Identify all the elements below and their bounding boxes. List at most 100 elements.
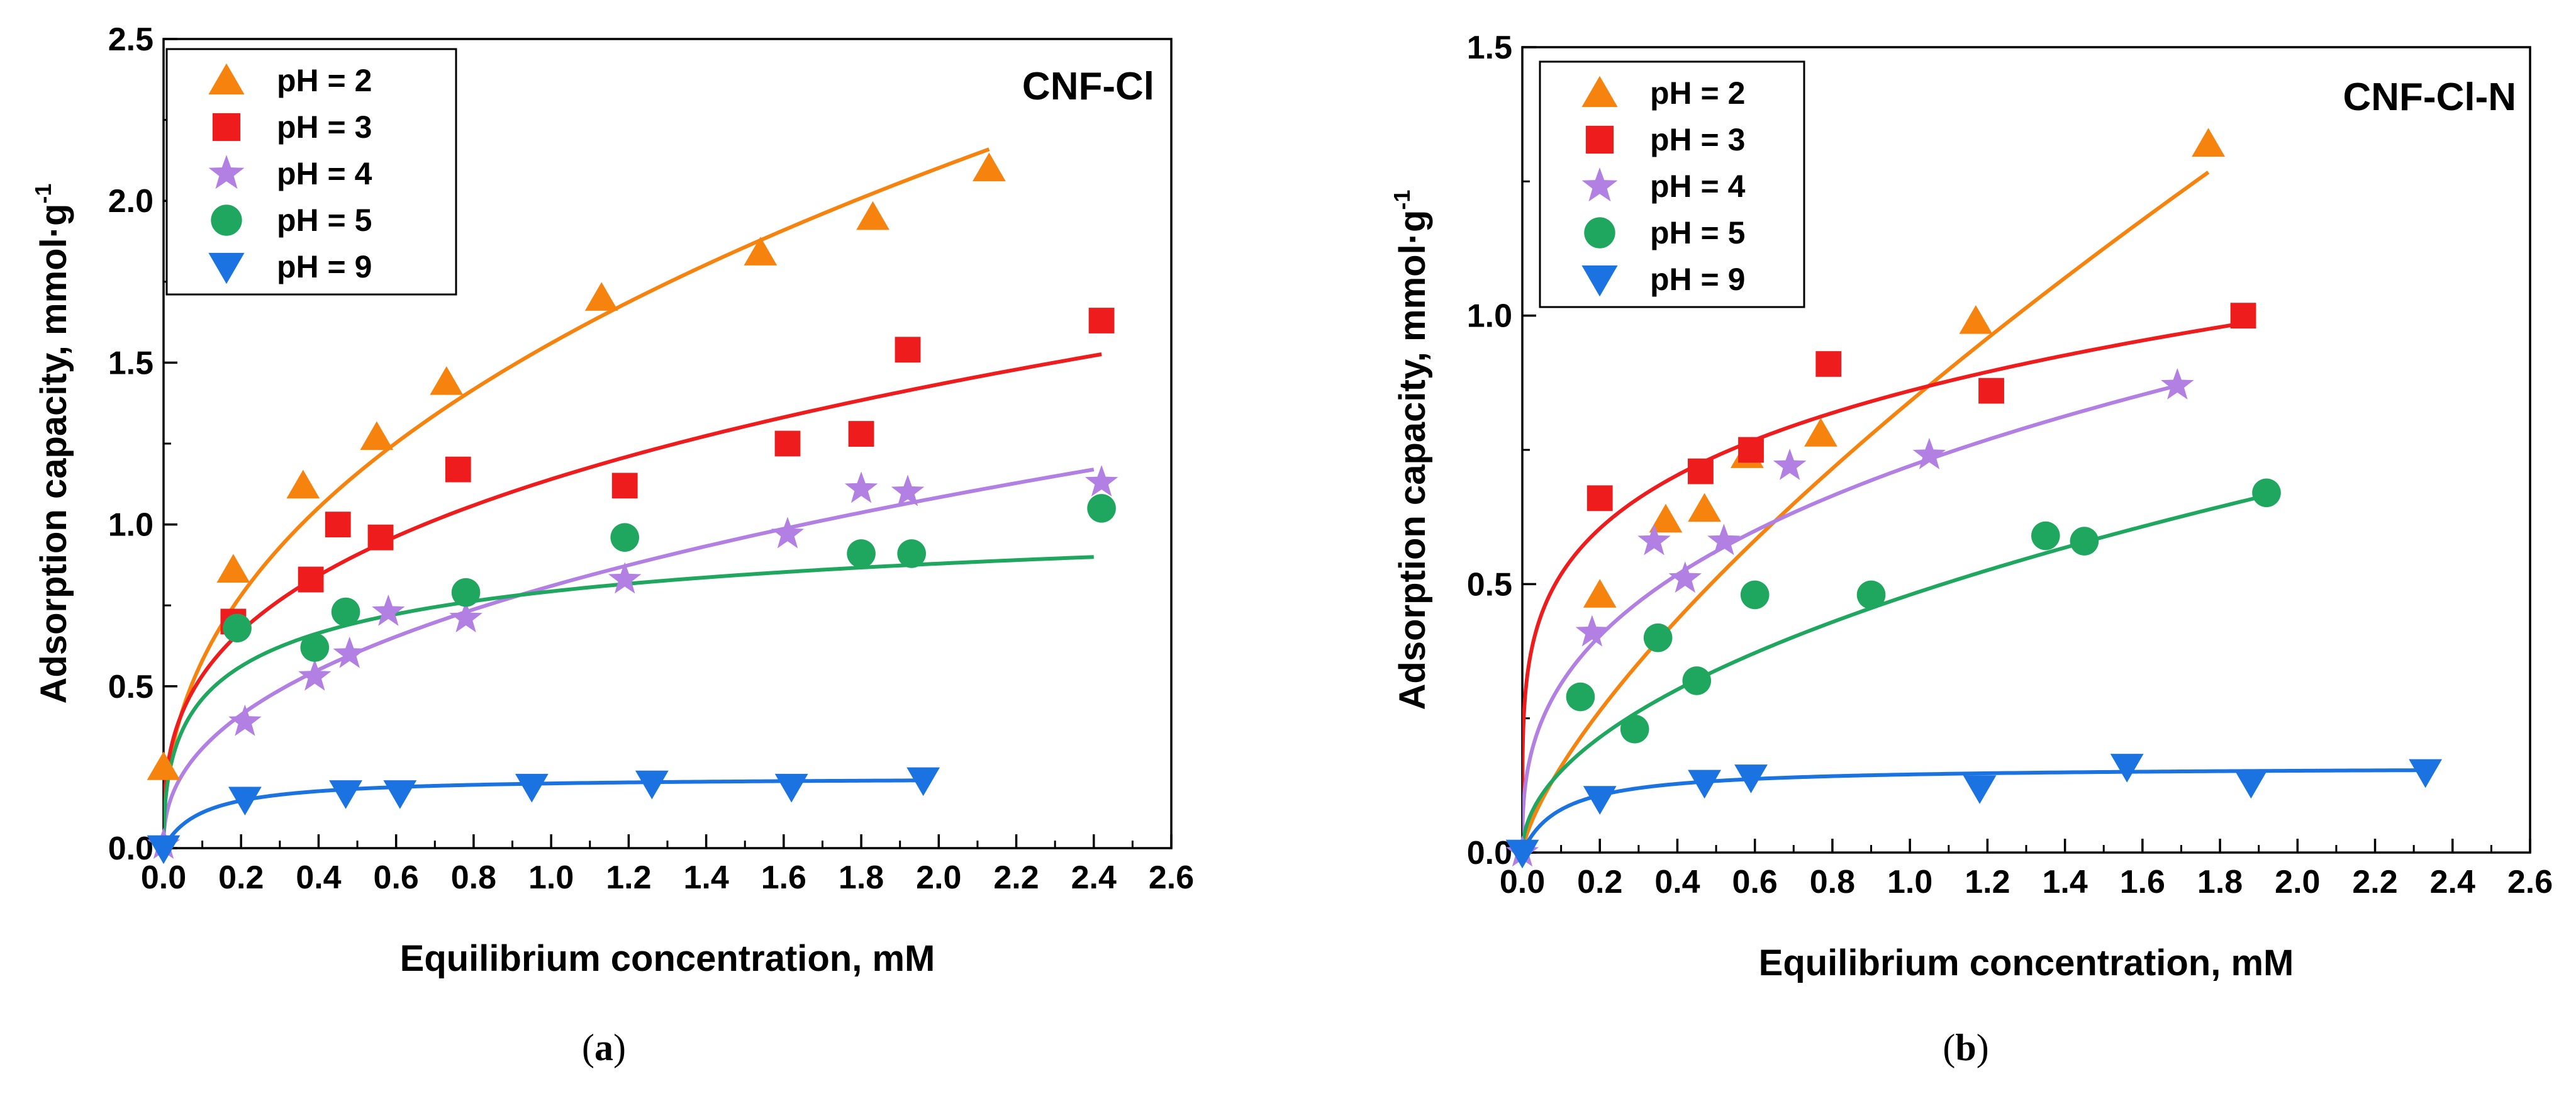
data-point xyxy=(897,539,926,568)
legend-marker xyxy=(208,252,245,284)
x-tick-label: 0.8 xyxy=(451,859,496,896)
legend-marker xyxy=(1584,217,1615,249)
y-axis: 0.0 0.5 1.0 1.5 2.0 2.5 xyxy=(108,21,177,867)
x-tick-label: 2.2 xyxy=(993,859,1039,896)
y-tick-label: 0.5 xyxy=(108,669,153,705)
legend-item: pH = 3 xyxy=(212,109,372,145)
x-tick-label: 1.6 xyxy=(761,859,806,896)
y-axis: 0.0 0.5 1.0 1.5 xyxy=(1467,30,1536,871)
x-tick-label: 1.4 xyxy=(683,859,728,896)
x-tick-label: 0.2 xyxy=(218,859,264,896)
y-axis-title-superscript: -1 xyxy=(30,184,56,204)
legend-item: pH = 4 xyxy=(1581,167,1746,204)
x-tick-label: 0.2 xyxy=(1577,864,1622,900)
legend-label: pH = 4 xyxy=(277,156,372,191)
data-point xyxy=(1912,437,1946,469)
data-point xyxy=(774,430,801,457)
x-tick-label: 1.2 xyxy=(1965,864,2010,900)
y-tick-label: 2.5 xyxy=(108,21,153,58)
data-point xyxy=(383,780,417,809)
legend-label: pH = 9 xyxy=(277,249,372,284)
x-tick-label: 1.2 xyxy=(606,859,651,896)
data-points xyxy=(1505,128,2443,869)
data-point xyxy=(1856,580,1886,610)
legend-label: pH = 2 xyxy=(1650,76,1745,111)
data-point xyxy=(325,512,351,537)
legend: pH = 2 pH = 3 pH = 4 pH = 5 pH = 9 xyxy=(1539,60,1805,308)
data-point xyxy=(1084,465,1118,497)
data-point xyxy=(1688,493,1721,522)
data-point xyxy=(2230,303,2256,329)
x-axis-title: Equilibrium concentration, mM xyxy=(400,938,935,979)
x-tick-label: 1.4 xyxy=(2042,864,2087,900)
data-point xyxy=(1637,523,1671,556)
legend-marker xyxy=(208,155,245,189)
data-point xyxy=(1688,769,1721,799)
data-point xyxy=(2234,769,2268,799)
data-point xyxy=(2110,754,2144,783)
series-ph-5 xyxy=(223,494,1116,662)
data-point xyxy=(774,773,808,803)
fit-curves xyxy=(1522,171,2426,853)
x-tick-label: 2.0 xyxy=(2275,864,2320,900)
data-point xyxy=(1738,437,1764,463)
legend-label: pH = 2 xyxy=(277,63,372,98)
data-point xyxy=(298,659,332,691)
data-point xyxy=(1566,682,1595,712)
x-axis: 0.0 0.2 0.4 0.6 0.8 1.0 1.2 1.4 1.6 1.8 2.0 2.2 2.4 2… xyxy=(141,834,1194,896)
y-tick-label: 1.5 xyxy=(1467,30,1512,66)
data-point xyxy=(635,770,669,800)
legend-item: pH = 3 xyxy=(1585,122,1745,157)
data-point xyxy=(300,633,330,662)
data-point xyxy=(2409,759,2443,788)
data-point xyxy=(451,578,481,607)
data-point xyxy=(228,704,262,736)
data-point xyxy=(1586,485,1613,512)
legend-item: pH = 9 xyxy=(208,249,372,284)
x-tick-label: 2.6 xyxy=(1149,859,1194,896)
x-tick-label: 1.6 xyxy=(2120,864,2165,900)
panel-caption: (b) xyxy=(1943,1027,1988,1068)
data-point xyxy=(1740,580,1770,610)
series-ph-2 xyxy=(1583,128,2225,608)
data-point xyxy=(1734,764,1768,793)
chart-annotation: CNF-Cl-N xyxy=(2343,76,2517,119)
data-point xyxy=(1088,308,1115,333)
fit-curve-5 xyxy=(164,555,1094,848)
x-tick-label: 0.4 xyxy=(296,859,341,896)
legend-marker xyxy=(208,63,245,95)
legend: pH = 2 pH = 3 pH = 4 pH = 5 pH = 9 xyxy=(165,48,457,296)
legend-item: pH = 2 xyxy=(208,63,372,98)
y-tick-label: 0.5 xyxy=(1467,566,1512,603)
x-tick-label: 0.6 xyxy=(374,859,419,896)
x-tick-label: 1.0 xyxy=(1887,864,1932,900)
data-point xyxy=(1649,503,1683,533)
fit-curve-5 xyxy=(1522,493,2267,853)
x-tick-label: 2.0 xyxy=(916,859,961,896)
data-point xyxy=(147,835,181,865)
data-point xyxy=(1773,449,1807,480)
legend-label: pH = 4 xyxy=(1650,169,1746,204)
data-point xyxy=(329,780,362,809)
x-tick-label: 1.0 xyxy=(528,859,574,896)
legend-marker xyxy=(212,113,241,142)
x-tick-label: 2.6 xyxy=(2507,864,2553,900)
data-point xyxy=(331,597,360,627)
y-tick-label: 1.0 xyxy=(108,507,153,544)
legend-marker xyxy=(1585,125,1614,154)
data-point xyxy=(1978,378,2004,404)
data-point xyxy=(1668,561,1702,593)
data-point xyxy=(333,636,367,668)
series-ph-4 xyxy=(147,465,1118,859)
fit-curve-4 xyxy=(1522,383,2178,853)
x-tick-label: 0.4 xyxy=(1654,864,1700,900)
data-point xyxy=(1959,305,1993,334)
data-point xyxy=(372,594,405,626)
x-tick-label: 0.6 xyxy=(1732,864,1778,900)
series-ph-9 xyxy=(1505,754,2443,869)
data-point xyxy=(611,473,638,499)
data-point xyxy=(610,523,640,552)
panel-caption: (a) xyxy=(582,1027,626,1068)
legend-label: pH = 3 xyxy=(1650,122,1745,157)
data-point xyxy=(856,201,889,230)
